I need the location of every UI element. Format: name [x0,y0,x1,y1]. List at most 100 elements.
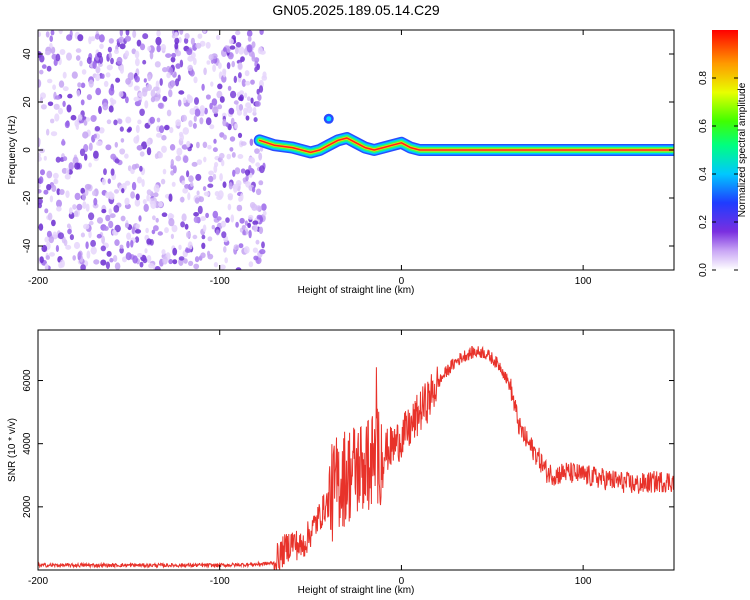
noise-blob [210,81,214,87]
noise-blob [75,123,80,130]
noise-blob [153,192,159,198]
noise-blob [110,57,114,65]
noise-blob [145,227,149,234]
spectrogram-y-tick-label: 0 [22,147,33,153]
noise-blob [236,204,243,212]
noise-blob [38,189,42,194]
colorbar-tick-label: 0.6 [698,119,709,133]
noise-blob [223,47,227,52]
noise-blob [190,37,195,46]
noise-blob [245,174,249,182]
noise-blob [193,263,200,270]
noise-blob [141,179,145,187]
noise-blob [139,43,146,51]
noise-blob [144,100,149,109]
noise-blob [156,44,161,53]
noise-blob [251,51,256,60]
noise-blob [233,100,239,105]
noise-blob [108,105,114,113]
noise-blob [235,103,240,112]
noise-blob [86,56,92,65]
colorbar-label: Normalized spectral amplitude [737,82,748,217]
snr-x-tick-label: 100 [575,576,592,587]
snr-series-line [38,345,674,570]
noise-blob [175,155,182,162]
noise-blob [90,115,97,122]
noise-blob [250,79,255,85]
noise-blob [237,132,243,138]
noise-blob [142,59,147,65]
noise-blob [187,241,193,250]
noise-blob [219,264,226,270]
noise-blob [88,36,92,45]
noise-blob [170,213,175,219]
noise-blob [61,138,65,146]
noise-blob [212,106,219,114]
spectrogram-y-tick-label: -20 [22,190,33,205]
noise-blob [207,236,213,242]
noise-blob [193,212,200,217]
noise-blob [84,153,88,161]
noise-blob [197,205,203,215]
noise-blob [99,34,105,43]
noise-blob [217,104,223,110]
noise-blob [184,33,190,40]
noise-blob [252,220,259,225]
noise-blob [178,256,185,261]
noise-blob [188,175,194,183]
noise-blob [195,42,202,49]
noise-blob [39,256,44,264]
noise-blob [231,60,235,68]
noise-blob [45,255,50,260]
noise-blob [143,203,149,212]
noise-blob [162,168,167,175]
noise-blob [101,235,105,244]
noise-blob [112,229,117,236]
noise-blob [134,85,139,91]
noise-blob [255,239,260,245]
noise-blob [142,33,149,40]
noise-blob [152,215,156,221]
noise-blob [95,66,101,74]
noise-blob [149,51,154,60]
noise-blob [168,89,173,98]
snr-panel: -200 -100 0 100 2000 4000 6000 Height of strai… [7,329,675,596]
noise-blob [161,134,167,141]
noise-blob [207,250,211,257]
noise-blob [75,48,82,53]
noise-blob [122,256,127,263]
noise-blob [246,96,251,101]
noise-blob [66,52,72,61]
noise-blob [233,75,237,83]
noise-blob [92,61,97,69]
noise-blob [154,266,161,270]
noise-blob [150,89,156,98]
noise-blob [41,244,48,253]
noise-blob [125,78,131,85]
noise-blob [38,79,42,88]
noise-blob [66,223,71,229]
noise-blob [39,54,45,63]
noise-blob [258,85,264,93]
noise-blob [257,94,262,101]
noise-blob [158,201,163,208]
noise-blob [190,52,196,59]
noise-blob [109,192,115,200]
noise-blob [155,36,162,46]
noise-blob [138,215,142,222]
noise-blob [178,244,182,250]
noise-blob [166,72,171,79]
noise-blob [168,193,173,202]
noise-blob [97,51,102,58]
noise-blob [135,58,140,67]
noise-blob [109,97,114,103]
noise-blob [157,231,163,236]
noise-blob [100,259,107,266]
noise-blob [125,96,129,104]
noise-blob [62,156,68,162]
spectrogram-x-tick-label: -100 [210,276,230,287]
noise-blob [219,152,225,159]
noise-blob [219,173,223,182]
noise-blob [164,124,170,131]
colorbar-ticks: 0.0 0.2 0.4 0.6 0.8 [698,71,738,277]
